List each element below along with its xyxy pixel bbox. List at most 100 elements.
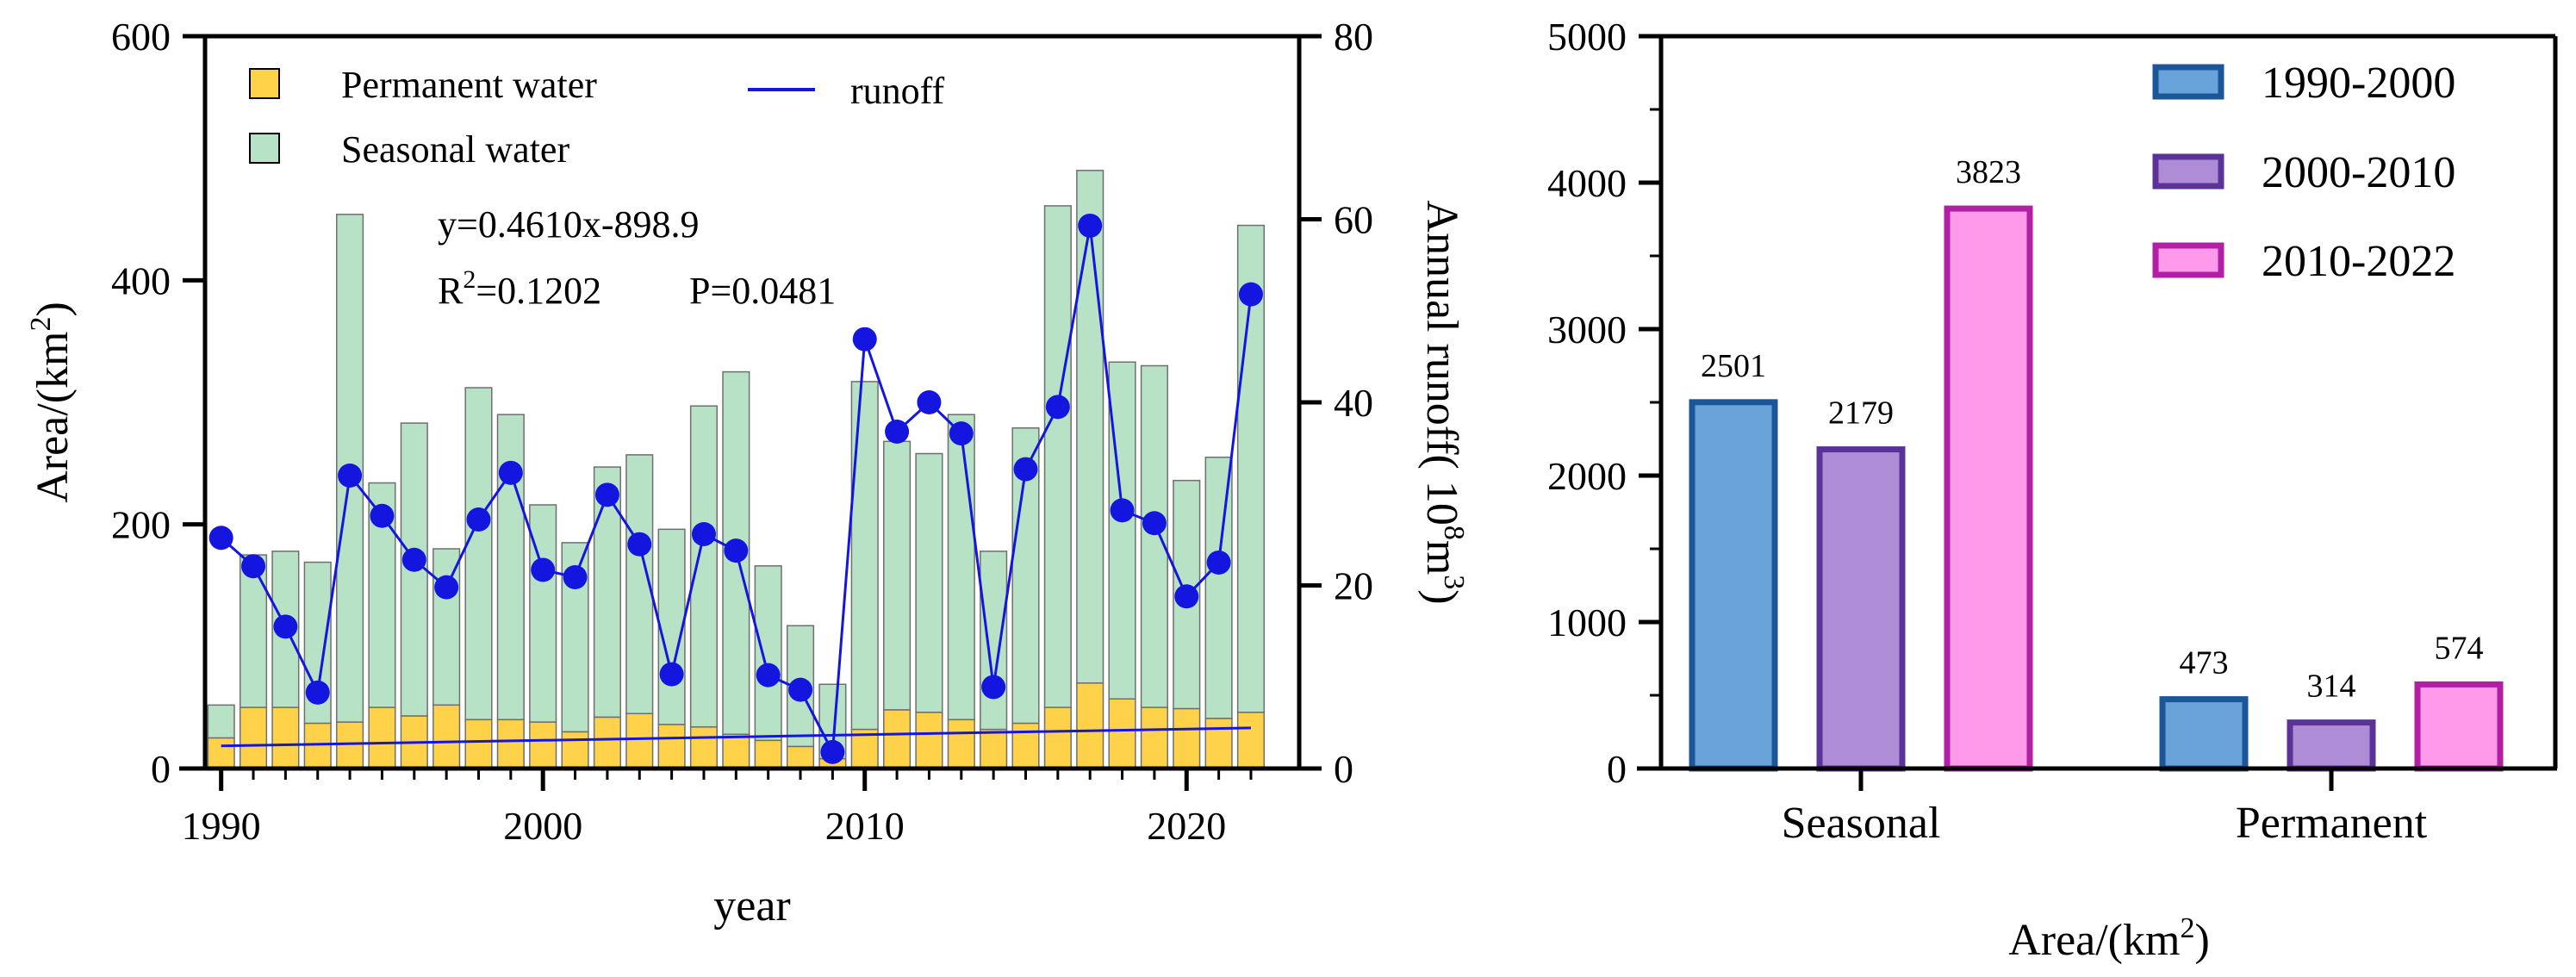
permanent-bar-2004 [657,724,686,769]
runoff-point-2022 [1238,282,1263,307]
chart-period-area: 2501 2179 3823 473 314 574 0 1000 2000 3000 4000 5… [1547,15,2558,965]
permanent-bar-1998 [464,719,493,769]
bar-seasonal-2010-2022 [1944,205,2033,772]
runoff-point-2020 [1174,584,1199,609]
category-label-seasonal: Seasonal [1782,799,1941,848]
permanent-bar-2020 [1173,707,1201,769]
seasonal-bar-1997 [432,548,461,706]
runoff-point-2018 [1110,498,1135,523]
runoff-point-2000 [531,557,556,582]
y-tick-label-600: 600 [111,15,171,59]
y2-tick-label-60: 60 [1334,198,1373,242]
axis-ticks: 0 200 400 600 0 20 40 60 80 1990 2000 2010 2020 [111,15,1373,848]
runoff-point-1995 [370,503,395,528]
runoff-point-1993 [305,680,330,705]
runoff-point-2017 [1078,213,1103,238]
legend-label-2010-2022: 2010-2022 [2262,237,2455,286]
y-tick-label-200: 200 [111,503,171,547]
legend-label-seasonal: Seasonal water [341,128,569,171]
permanent-bar-2001 [561,731,589,769]
permanent-bar-2007 [754,739,782,769]
permanent-bar-1991 [239,706,268,769]
seasonal-bar-2017 [1076,170,1104,684]
chart-annual-water-area: 0 200 400 600 0 20 40 60 80 1990 2000 2010 2020 year… [25,15,1470,930]
seasonal-bar-2016 [1043,205,1072,708]
seasonal-bar-2021 [1204,457,1233,719]
bar-permanent-2010-2022 [2414,681,2504,772]
permanent-bar-1990 [207,737,235,769]
y2-axis-title: Annual runoff( 108m3) [1417,200,1470,604]
x-tick-label-2010: 2010 [825,804,905,848]
seasonal-bar-2007 [754,565,782,742]
runoff-point-2011 [885,420,910,444]
runoff-point-1998 [466,507,491,532]
seasonal-bar-2013 [947,414,975,721]
runoff-point-1990 [208,526,233,551]
runoff-point-2009 [820,739,845,764]
seasonal-bar-2014 [980,551,1008,731]
value-label-permanent-1990-2000: 473 [2180,645,2229,681]
seasonal-bar-1990 [207,704,235,739]
axis-ticks-2: 0 1000 2000 3000 4000 5000 Seasonal Permanent [1547,15,2428,848]
y-tick-label-2-5000: 5000 [1547,15,1627,59]
legend-label-runoff: runoff [850,70,945,112]
legend-swatch-2000-2010 [2152,153,2224,190]
legend-2: 1990-2000 2000-2010 2010-2022 [2152,59,2455,286]
legend-label-2000-2010: 2000-2010 [2262,148,2455,197]
permanent-bar-1999 [496,719,525,769]
permanent-bar-2005 [689,726,719,769]
runoff-point-2021 [1206,550,1231,575]
runoff-point-2012 [917,390,942,414]
y2-tick-label-80: 80 [1334,15,1373,59]
seasonal-bar-2005 [689,405,719,728]
legend-swatch-seasonal [249,133,280,164]
runoff-point-2007 [756,663,781,688]
regression-equation: y=0.4610x-898.9 [438,203,699,246]
y2-tick-label-20: 20 [1334,564,1373,608]
value-label-seasonal-1990-2000: 2501 [1701,348,1766,384]
x-tick-label-1990: 1990 [182,804,261,848]
y-tick-label-2-1000: 1000 [1547,601,1627,644]
permanent-bar-1995 [368,706,396,769]
legend: Permanent water Seasonal water runoff [249,64,945,171]
permanent-bar-2012 [915,712,943,769]
runoff-point-2014 [981,675,1006,700]
y-tick-label-400: 400 [111,258,171,302]
bar-seasonal-2000-2010 [1816,446,1906,772]
bar-value-labels: 2501 2179 3823 473 314 574 [1701,154,2484,705]
runoff-point-2005 [691,522,716,546]
runoff-point-2008 [788,677,813,702]
y-axis-title: Area/(km2) [25,302,78,503]
y-tick-label-2-2000: 2000 [1547,454,1627,498]
seasonal-bar-2022 [1236,224,1266,713]
runoff-point-2001 [563,564,588,589]
regression-stats: R2=0.1202 [438,265,601,312]
permanent-bar-1997 [432,704,461,769]
y2-tick-label-0: 0 [1334,747,1353,791]
y2-tick-label-40: 40 [1334,381,1373,425]
runoff-point-2013 [949,421,974,446]
permanent-bar-2015 [1011,722,1040,769]
y-tick-label-2-3000: 3000 [1547,308,1627,352]
seasonal-bar-2018 [1108,361,1136,700]
permanent-bar-2003 [625,713,654,769]
permanent-bar-1994 [336,721,364,769]
x-tick-label-2000: 2000 [503,804,582,848]
seasonal-bar-2000 [529,504,557,723]
permanent-bar-2019 [1140,706,1168,769]
runoff-point-2006 [724,538,749,563]
permanent-bar-2017 [1076,682,1104,769]
legend-label-1990-2000: 1990-2000 [2262,59,2455,108]
runoff-point-2019 [1142,511,1167,536]
value-label-permanent-2000-2010: 314 [2307,669,2356,705]
seasonal-bar-1998 [464,387,493,721]
seasonal-bar-2010 [850,381,879,731]
x-axis-title: year [713,881,790,930]
category-label-permanent: Permanent [2236,799,2428,848]
seasonal-bar-2011 [883,440,912,711]
bar-permanent-1990-2000 [2159,696,2249,772]
bar-permanent-2000-2010 [2287,719,2376,772]
runoff-point-2004 [659,662,684,687]
bar-seasonal-1990-2000 [1689,399,1778,772]
value-label-permanent-2010-2022: 574 [2435,630,2484,666]
